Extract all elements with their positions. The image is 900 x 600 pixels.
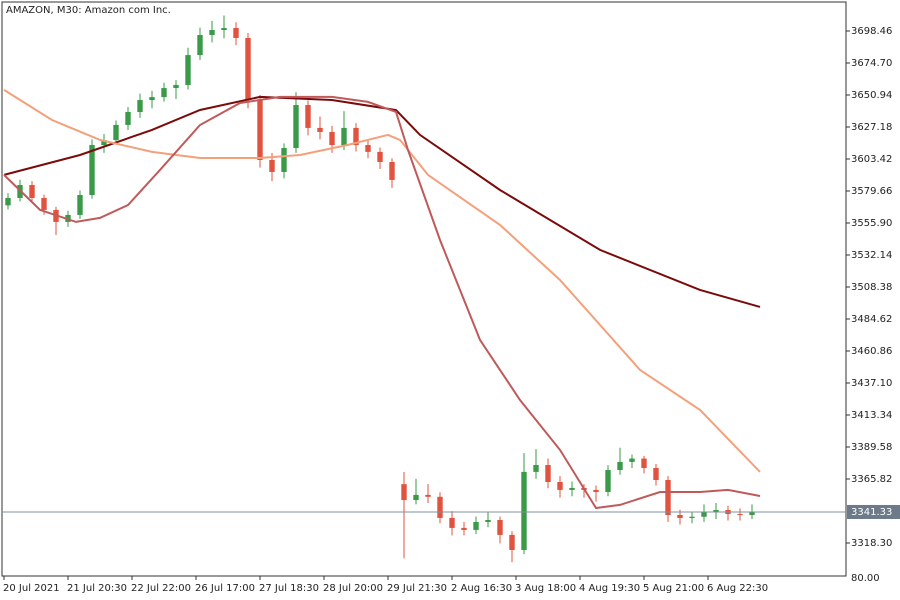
x-tick-label: 29 Jul 21:30 bbox=[387, 583, 447, 594]
candle-body bbox=[665, 479, 671, 515]
y-tick-label: 3508.38 bbox=[851, 282, 892, 293]
candle-body bbox=[509, 534, 515, 551]
candle-body bbox=[5, 197, 11, 206]
price-label: 3341.33 bbox=[851, 507, 892, 518]
candle-body bbox=[89, 145, 95, 195]
candle-body bbox=[149, 97, 155, 101]
y-tick-label: 3603.42 bbox=[851, 154, 892, 165]
candle-body bbox=[689, 516, 695, 518]
x-tick-label: 6 Aug 22:30 bbox=[707, 583, 768, 594]
candle-body bbox=[449, 517, 455, 528]
candle-body bbox=[197, 34, 203, 56]
moving-average bbox=[3, 95, 761, 308]
y-tick-label: 3413.34 bbox=[851, 410, 892, 421]
candle-body bbox=[401, 484, 407, 501]
candle-body bbox=[41, 197, 47, 210]
price-label-box bbox=[847, 504, 900, 519]
x-tick-label: 20 Jul 2021 bbox=[3, 583, 60, 594]
moving-average bbox=[3, 89, 761, 473]
x-tick-label: 26 Jul 17:00 bbox=[195, 583, 255, 594]
x-tick-label: 5 Aug 21:00 bbox=[643, 583, 704, 594]
x-tick-label: 2 Aug 16:30 bbox=[451, 583, 512, 594]
candle-body bbox=[293, 105, 299, 148]
y-tick-label: 3365.82 bbox=[851, 474, 892, 485]
bottom-label: 80.00 bbox=[851, 573, 880, 584]
candle-body bbox=[653, 467, 659, 480]
candle-body bbox=[593, 489, 599, 492]
candle-body bbox=[545, 465, 551, 482]
x-tick-label: 28 Jul 20:00 bbox=[323, 583, 383, 594]
x-tick-label: 3 Aug 18:00 bbox=[515, 583, 576, 594]
x-tick-label: 27 Jul 18:30 bbox=[259, 583, 319, 594]
candle-body bbox=[749, 511, 755, 515]
candle-body bbox=[341, 127, 347, 146]
y-tick-label: 3555.90 bbox=[851, 218, 892, 229]
candle-body bbox=[605, 470, 611, 492]
y-tick-label: 3389.58 bbox=[851, 442, 892, 453]
candle-body bbox=[533, 465, 539, 472]
candle-body bbox=[281, 147, 287, 172]
plot-area bbox=[3, 15, 761, 563]
x-tick-label: 4 Aug 19:30 bbox=[579, 583, 640, 594]
candle-body bbox=[185, 55, 191, 85]
candle-body bbox=[437, 496, 443, 518]
candle-body bbox=[353, 127, 359, 146]
candle-body bbox=[365, 145, 371, 152]
candle-body bbox=[461, 527, 467, 530]
candle-body bbox=[269, 159, 275, 172]
candle-body bbox=[209, 30, 215, 35]
candle-body bbox=[569, 487, 575, 490]
moving-average bbox=[3, 95, 761, 510]
x-tick-label: 22 Jul 22:00 bbox=[131, 583, 191, 594]
candle-body bbox=[713, 510, 719, 513]
candle-body bbox=[173, 84, 179, 89]
candle-body bbox=[617, 461, 623, 471]
candle-body bbox=[77, 194, 83, 215]
y-tick-label: 3674.70 bbox=[851, 58, 892, 69]
candle-body bbox=[389, 161, 395, 180]
y-tick-label: 3579.66 bbox=[851, 186, 892, 197]
y-tick-label: 3460.86 bbox=[851, 346, 892, 357]
y-tick-label: 3698.46 bbox=[851, 26, 892, 37]
candle-body bbox=[29, 185, 35, 198]
candle-body bbox=[629, 458, 635, 462]
chart-title: AMAZON, M30: Amazon com Inc. bbox=[6, 5, 171, 16]
y-tick-label: 3437.10 bbox=[851, 378, 892, 389]
candle-body bbox=[161, 88, 167, 98]
candle-body bbox=[245, 37, 251, 101]
candle-body bbox=[497, 519, 503, 535]
y-tick-label: 3318.30 bbox=[851, 538, 892, 549]
candle-body bbox=[317, 127, 323, 132]
plot-frame bbox=[1, 1, 847, 577]
candle-body bbox=[425, 494, 431, 497]
candle-body bbox=[521, 471, 527, 551]
y-tick-label: 3650.94 bbox=[851, 90, 892, 101]
candle-body bbox=[485, 519, 491, 522]
candle-body bbox=[101, 140, 107, 146]
candle-body bbox=[329, 131, 335, 146]
candle-body bbox=[221, 27, 227, 31]
candle-body bbox=[125, 112, 131, 125]
y-tick-label: 3627.18 bbox=[851, 122, 892, 133]
y-tick-label: 3532.14 bbox=[851, 250, 892, 261]
candle-body bbox=[473, 521, 479, 530]
candle-body bbox=[737, 514, 743, 516]
candle-body bbox=[257, 100, 263, 160]
candle-body bbox=[305, 105, 311, 128]
candle-body bbox=[701, 512, 707, 517]
candle-body bbox=[557, 481, 563, 490]
candle-body bbox=[413, 494, 419, 501]
candle-body bbox=[113, 124, 119, 141]
y-tick-label: 3484.62 bbox=[851, 314, 892, 325]
candle-body bbox=[641, 458, 647, 468]
candle-body bbox=[137, 100, 143, 113]
candle-body bbox=[677, 514, 683, 518]
x-tick-label: 21 Jul 20:30 bbox=[67, 583, 127, 594]
candle-body bbox=[377, 151, 383, 162]
candle-body bbox=[233, 27, 239, 38]
